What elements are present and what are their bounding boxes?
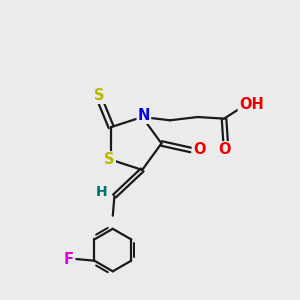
Text: O: O (218, 142, 230, 157)
Text: S: S (94, 88, 105, 103)
Text: O: O (193, 142, 205, 158)
Text: S: S (104, 152, 115, 167)
Text: N: N (138, 108, 150, 123)
Text: F: F (63, 252, 73, 267)
Text: H: H (95, 185, 107, 199)
Text: OH: OH (239, 97, 264, 112)
